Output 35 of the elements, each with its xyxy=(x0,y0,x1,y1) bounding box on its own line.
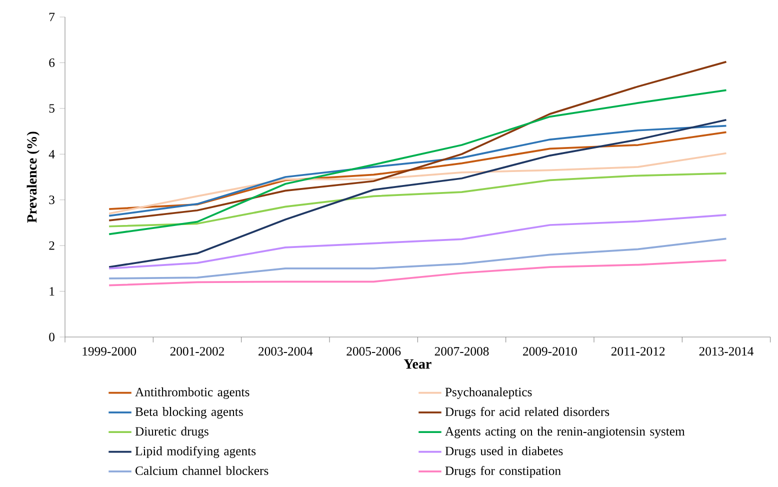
y-axis-title: Prevalence (%) xyxy=(26,132,40,223)
legend-label: Drugs for acid related disorders xyxy=(445,406,610,419)
line-series xyxy=(108,172,728,228)
x-tick-label: 2003-2004 xyxy=(258,347,313,356)
line-series xyxy=(108,238,728,280)
line-series xyxy=(108,89,728,236)
legend-label: Diuretic drugs xyxy=(135,426,208,438)
y-tick-label: 1 xyxy=(50,287,54,296)
legend-label: Drugs for constipation xyxy=(445,466,561,478)
y-tick-label: 2 xyxy=(49,241,54,250)
legend-label: Beta blocking agents xyxy=(135,407,243,419)
legend-label: Psychoanaleptics xyxy=(445,387,532,399)
y-tick-label: 3 xyxy=(49,196,54,204)
y-tick-label: 5 xyxy=(49,104,54,113)
x-tick-label: 2013-2014 xyxy=(699,347,754,356)
line-series xyxy=(108,259,728,286)
x-tick-label: 2009-2010 xyxy=(523,347,577,356)
line-series xyxy=(108,60,728,222)
legend-label: Antithrombotic agents xyxy=(135,387,250,399)
x-tick-label: 1999-2000 xyxy=(82,347,136,356)
line-series xyxy=(108,118,728,268)
y-tick-label: 7 xyxy=(49,12,55,22)
legend-label: Drugs used in diabetes xyxy=(445,446,563,458)
x-tick-label: 2007-2008 xyxy=(434,347,489,356)
legend-label: Lipid modifying agents xyxy=(135,446,256,458)
line-series xyxy=(108,152,728,215)
x-axis-title: Year xyxy=(404,359,432,369)
y-tick-label: 0 xyxy=(49,332,54,342)
legend-label: Calcium channel blockers xyxy=(136,466,268,475)
legend-label: Agents acting on the renin-angiotensin system xyxy=(445,426,685,438)
x-tick-label: 2011-2012 xyxy=(611,347,665,356)
x-tick-label: 2001-2002 xyxy=(170,347,224,356)
y-tick-label: 6 xyxy=(49,58,55,67)
y-tick-label: 4 xyxy=(48,150,55,158)
x-tick-label: 2005-2006 xyxy=(346,347,401,356)
